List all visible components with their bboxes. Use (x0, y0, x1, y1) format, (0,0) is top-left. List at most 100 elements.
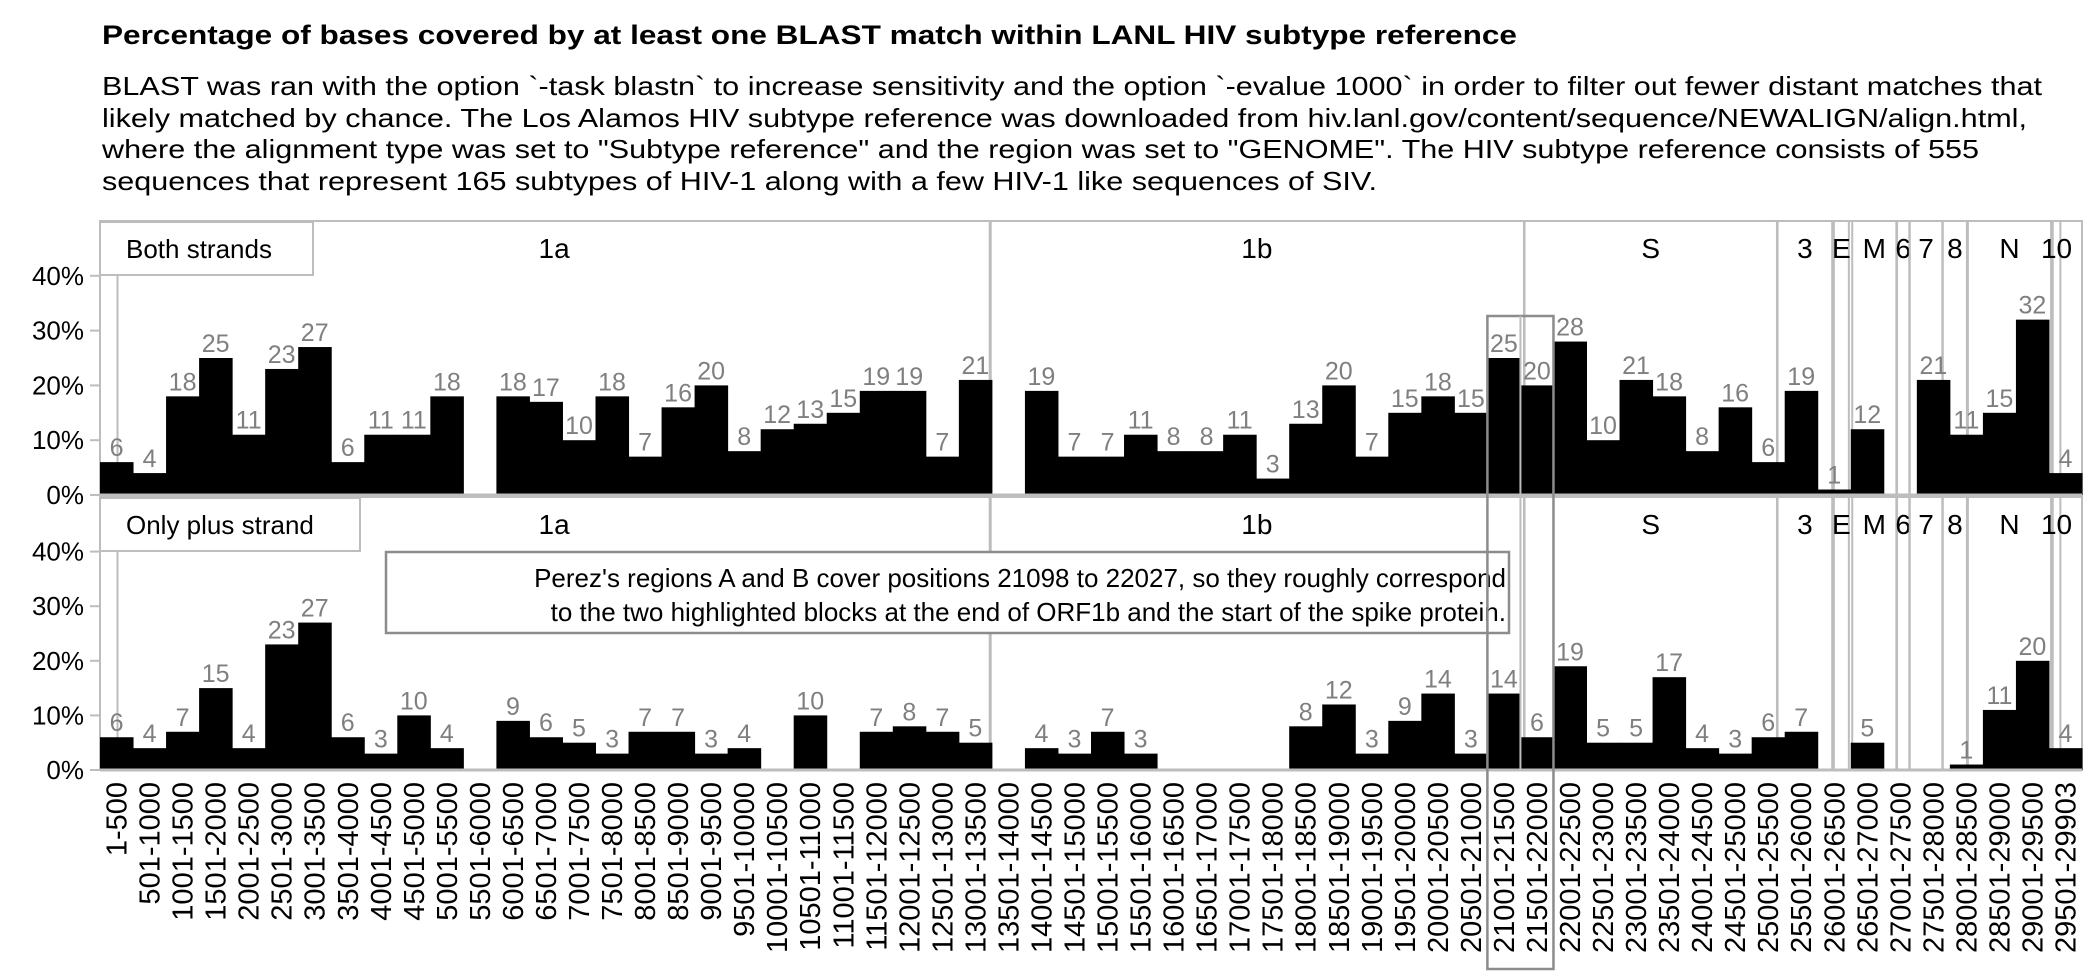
x-tick-label: 19501-20000 (1390, 782, 1422, 953)
bar (1256, 478, 1290, 495)
value-label: 8 (737, 423, 751, 451)
gene-label: E (1832, 233, 1851, 264)
bar (1619, 379, 1654, 495)
x-tick-label: 26501-27000 (1852, 782, 1884, 953)
gene-label: 10 (2041, 509, 2072, 540)
value-label: 7 (1101, 429, 1115, 457)
x-tick-label: 22001-22500 (1555, 782, 1587, 953)
chart-title: Percentage of bases covered by at least … (102, 20, 1517, 50)
gene-label: 7 (1918, 233, 1934, 264)
x-tick-label: 27501-28000 (1918, 782, 1950, 953)
gene-label: N (1999, 509, 2019, 540)
value-label: 8 (1695, 423, 1709, 451)
value-label: 21 (961, 352, 989, 380)
value-label: 8 (1167, 423, 1181, 451)
gene-label: 7 (1918, 509, 1934, 540)
x-tick-label: 3501-4000 (333, 782, 365, 921)
value-label: 6 (1761, 434, 1775, 462)
bar (1685, 451, 1720, 495)
value-label: 11 (401, 407, 427, 435)
x-tick-label: 28001-28500 (1951, 782, 1983, 953)
bar (1421, 396, 1455, 495)
value-label: 9 (506, 693, 520, 721)
bar (331, 737, 365, 770)
value-label: 3 (1266, 451, 1280, 479)
value-label: 16 (1721, 379, 1749, 407)
bar (1355, 456, 1389, 495)
gene-label: E (1832, 509, 1851, 540)
y-tick-label: 40% (32, 537, 84, 567)
bar (892, 390, 927, 495)
bar (133, 748, 167, 770)
description-line: BLAST was ran with the option `-task bla… (102, 71, 2043, 101)
value-label: 25 (1490, 330, 1518, 358)
value-label: 6 (539, 709, 553, 737)
annotation-text: to the two highlighted blocks at the end… (551, 597, 1506, 627)
x-tick-label: 19001-19500 (1357, 782, 1389, 953)
value-label: 6 (1761, 709, 1775, 737)
value-label: 13 (796, 396, 824, 424)
bar (397, 434, 431, 495)
bar (562, 742, 596, 770)
x-tick-label: 11001-11500 (828, 782, 860, 949)
value-label: 5 (1860, 715, 1874, 743)
x-tick-label: 22501-23000 (1588, 782, 1620, 953)
value-label: 21 (1919, 352, 1947, 380)
bar (1751, 737, 1786, 770)
bar (1685, 748, 1720, 770)
bar (958, 379, 993, 495)
x-tick-label: 18501-19000 (1324, 782, 1356, 953)
bar (1520, 737, 1554, 770)
bar (232, 748, 266, 770)
x-tick-label: 28501-29000 (1984, 782, 2016, 953)
value-label: 18 (499, 368, 527, 396)
bar (166, 396, 200, 495)
gene-label: 8 (1947, 233, 1963, 264)
bar (1057, 456, 1092, 495)
description-line: where the alignment type was set to "Sub… (101, 134, 1979, 164)
gene-label: 3 (1797, 509, 1813, 540)
value-label: 15 (829, 385, 857, 413)
value-label: 18 (598, 368, 626, 396)
bar (1223, 434, 1257, 495)
value-label: 4 (737, 720, 751, 748)
value-label: 4 (2059, 720, 2073, 748)
value-label: 18 (433, 368, 461, 396)
x-tick-label: 1-500 (102, 782, 134, 856)
x-tick-label: 16501-17000 (1192, 782, 1224, 953)
bar (793, 715, 828, 770)
value-label: 18 (1655, 368, 1683, 396)
y-tick-label: 0% (46, 480, 84, 510)
value-label: 7 (638, 429, 652, 457)
x-tick-label: 7501-8000 (597, 782, 629, 921)
gene-label: S (1641, 509, 1660, 540)
bar (1057, 753, 1092, 770)
value-label: 6 (110, 434, 124, 462)
value-label: 3 (1728, 726, 1742, 754)
bar (1718, 407, 1753, 495)
gene-label: 3 (1797, 233, 1813, 264)
value-label: 10 (796, 687, 824, 715)
bar (1850, 429, 1885, 495)
value-label: 7 (176, 704, 190, 732)
bar (595, 396, 630, 495)
bar (1520, 385, 1554, 495)
x-tick-label: 6001-6500 (498, 782, 530, 921)
y-tick-label: 40% (32, 261, 84, 291)
value-label: 7 (1365, 429, 1379, 457)
x-tick-label: 14501-15000 (1059, 782, 1091, 953)
bar (793, 423, 828, 495)
value-label: 3 (374, 726, 388, 754)
x-tick-label: 23501-24000 (1654, 782, 1686, 953)
x-tick-label: 3001-3500 (300, 782, 332, 921)
bar (628, 456, 663, 495)
bar (1124, 753, 1158, 770)
value-label: 5 (1629, 715, 1643, 743)
bar (265, 368, 299, 495)
bar (760, 429, 795, 495)
value-label: 8 (1200, 423, 1214, 451)
x-tick-label: 10001-10500 (762, 782, 794, 953)
gene-label: 6 (1895, 233, 1911, 264)
bar (1421, 693, 1455, 770)
